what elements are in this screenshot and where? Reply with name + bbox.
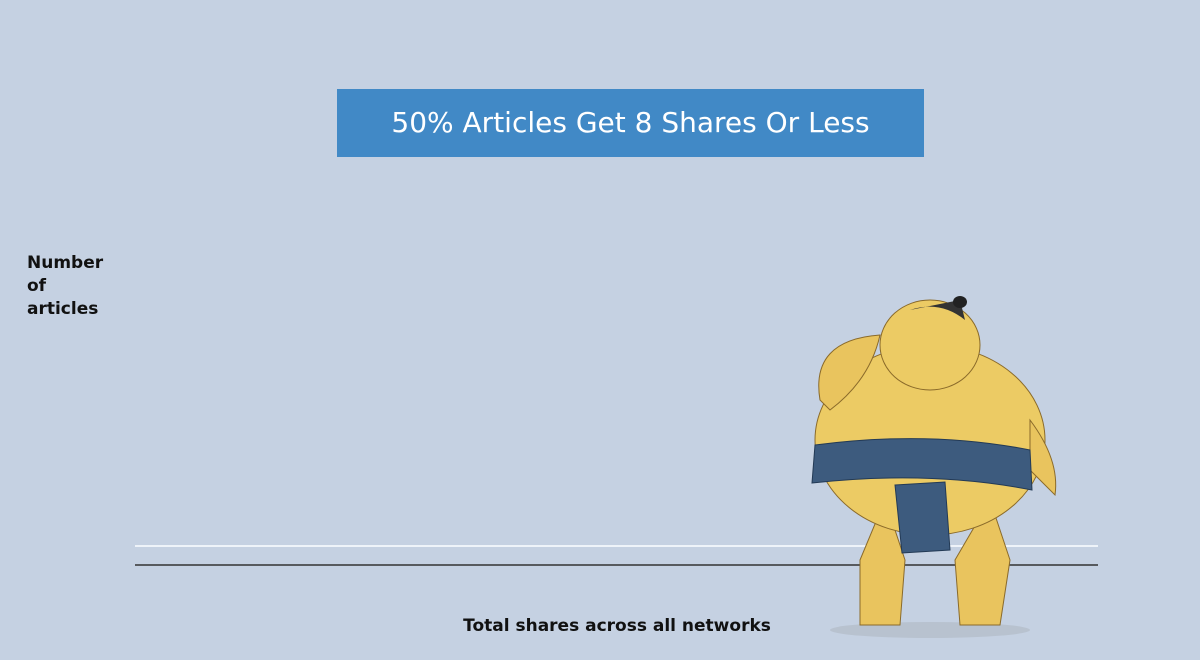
annotation: 50% Articles Get 8 Shares Or Less — [337, 89, 924, 157]
y-axis-label: Number of articles — [27, 253, 104, 319]
sumo-illustration — [811, 296, 1057, 638]
x-axis-label: Total shares across all networks — [463, 616, 771, 636]
